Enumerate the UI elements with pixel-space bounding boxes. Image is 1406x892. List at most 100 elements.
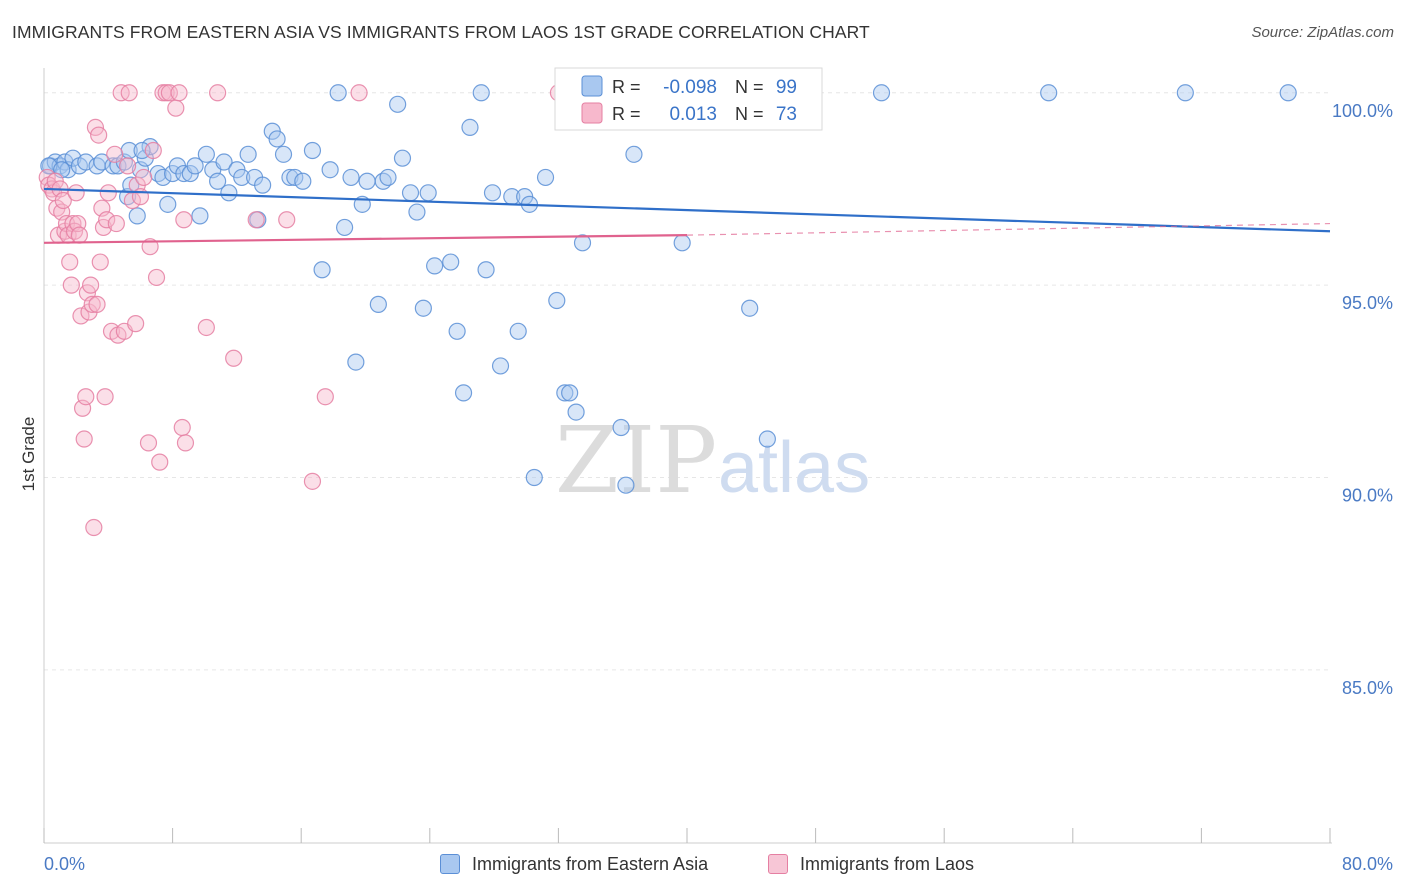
series-laos-points: [38, 84, 568, 537]
eastern-asia-point-89: [741, 299, 759, 317]
y-tick-label-3: 100.0%: [1332, 101, 1393, 121]
laos-point-20: [72, 307, 90, 325]
laos-point-54: [147, 268, 166, 287]
laos-point-28: [85, 518, 103, 537]
eastern-asia-point-21: [154, 168, 172, 187]
eastern-asia-point-54: [369, 295, 387, 313]
x-tick-label-end: 80.0%: [1342, 854, 1393, 874]
legend-label-eastern-asia: Immigrants from Eastern Asia: [472, 853, 709, 874]
eastern-asia-point-62: [419, 184, 437, 202]
y-tick-label-1: 90.0%: [1342, 486, 1393, 506]
laos-point-13: [61, 253, 79, 271]
eastern-asia-point-87: [673, 234, 691, 252]
laos-point-62: [175, 211, 193, 229]
chart-title: IMMIGRANTS FROM EASTERN ASIA VS IMMIGRAN…: [12, 22, 870, 42]
laos-point-59: [167, 99, 185, 117]
eastern-asia-point-77: [536, 168, 555, 187]
series-eastern-asia-points: [40, 84, 1297, 494]
eastern-asia-point-86: [625, 145, 643, 163]
eastern-asia-point-61: [414, 299, 432, 317]
legend-bottom-swatch-pink: [768, 854, 788, 874]
laos-point-35: [96, 388, 114, 406]
eastern-asia-point-57: [389, 95, 407, 113]
y-tick-label-0: 85.0%: [1342, 678, 1393, 698]
trend-line-eastern-asia: [43, 187, 1331, 233]
laos-point-40: [107, 214, 125, 233]
eastern-asia-point-79: [556, 384, 574, 402]
eastern-asia-point-48: [321, 161, 339, 179]
laos-point-23: [77, 388, 95, 406]
eastern-asia-point-35: [233, 168, 251, 187]
laos-point-47: [127, 315, 145, 333]
eastern-asia-point-44: [286, 168, 304, 187]
laos-point-17: [67, 184, 85, 202]
laos-point-70: [316, 388, 334, 406]
laos-point-68: [278, 211, 296, 229]
eastern-asia-point-58: [393, 149, 412, 167]
legend-item-eastern-asia: Immigrants from Eastern Asia: [440, 852, 708, 876]
legend-n-value-1: 99: [776, 77, 797, 98]
laos-point-27: [83, 295, 101, 313]
eastern-asia-point-31: [209, 172, 227, 190]
tick-labels: 85.0% 90.0% 95.0% 100.0% 0.0% 80.0%: [44, 101, 1393, 874]
eastern-asia-point-67: [461, 118, 479, 137]
laos-point-53: [144, 141, 162, 160]
laos-point-58: [160, 84, 178, 102]
laos-point-31: [90, 126, 108, 144]
eastern-asia-point-22: [159, 195, 177, 213]
eastern-asia-point-52: [347, 353, 365, 371]
laos-point-63: [176, 434, 195, 452]
eastern-asia-point-84: [612, 418, 630, 437]
laos-point-69: [303, 472, 322, 490]
laos-point-50: [135, 168, 153, 187]
trend-line-laos-extension: [686, 222, 1331, 236]
laos-point-61: [173, 418, 191, 437]
eastern-asia-point-85: [617, 476, 635, 494]
eastern-asia-point-63: [426, 257, 444, 275]
laos-point-45: [120, 84, 138, 102]
legend-item-laos: Immigrants from Laos: [768, 852, 974, 876]
y-tick-label-2: 95.0%: [1342, 293, 1393, 313]
eastern-asia-point-81: [567, 403, 585, 421]
eastern-asia-point-71: [491, 357, 510, 375]
laos-point-9: [54, 191, 72, 210]
laos-point-36: [98, 211, 116, 229]
x-tick-label-start: 0.0%: [44, 854, 85, 874]
eastern-asia-point-76: [525, 468, 543, 487]
eastern-asia-point-69: [477, 261, 495, 279]
eastern-asia-point-42: [274, 145, 293, 163]
eastern-asia-point-94: [1279, 84, 1297, 102]
eastern-asia-point-47: [313, 261, 331, 279]
eastern-asia-point-80: [561, 384, 579, 402]
legend-swatch-blue: [581, 75, 603, 97]
eastern-asia-point-50: [336, 218, 354, 237]
legend-r-label-1: R =: [612, 77, 641, 97]
eastern-asia-point-65: [448, 322, 466, 340]
eastern-asia-point-90: [758, 430, 776, 448]
laos-point-32: [91, 253, 109, 271]
eastern-asia-point-91: [872, 84, 891, 102]
eastern-asia-point-16: [128, 207, 146, 225]
laos-point-22: [75, 430, 93, 448]
legend-n-value-2: 73: [776, 104, 797, 125]
source-label: Source: ZipAtlas.com: [1251, 24, 1394, 41]
laos-point-30: [88, 295, 106, 313]
eastern-asia-point-93: [1176, 84, 1194, 102]
eastern-asia-point-82: [573, 234, 592, 252]
eastern-asia-point-56: [379, 168, 397, 187]
watermark: ZIP atlas: [555, 407, 870, 514]
eastern-asia-point-59: [401, 184, 420, 202]
legend-r-value-2: 0.013: [669, 104, 717, 125]
eastern-asia-point-98: [358, 172, 376, 190]
legend-n-label-2: N =: [735, 104, 764, 124]
eastern-asia-point-28: [191, 207, 209, 225]
legend-r-label-2: R =: [612, 104, 641, 124]
eastern-asia-point-43: [281, 168, 299, 187]
eastern-asia-point-29: [197, 145, 215, 163]
laos-point-14: [62, 276, 80, 294]
trend-line-laos: [43, 234, 688, 244]
legend-r-value-1: -0.098: [663, 77, 717, 98]
eastern-asia-point-46: [303, 141, 322, 160]
laos-point-26: [82, 276, 100, 294]
